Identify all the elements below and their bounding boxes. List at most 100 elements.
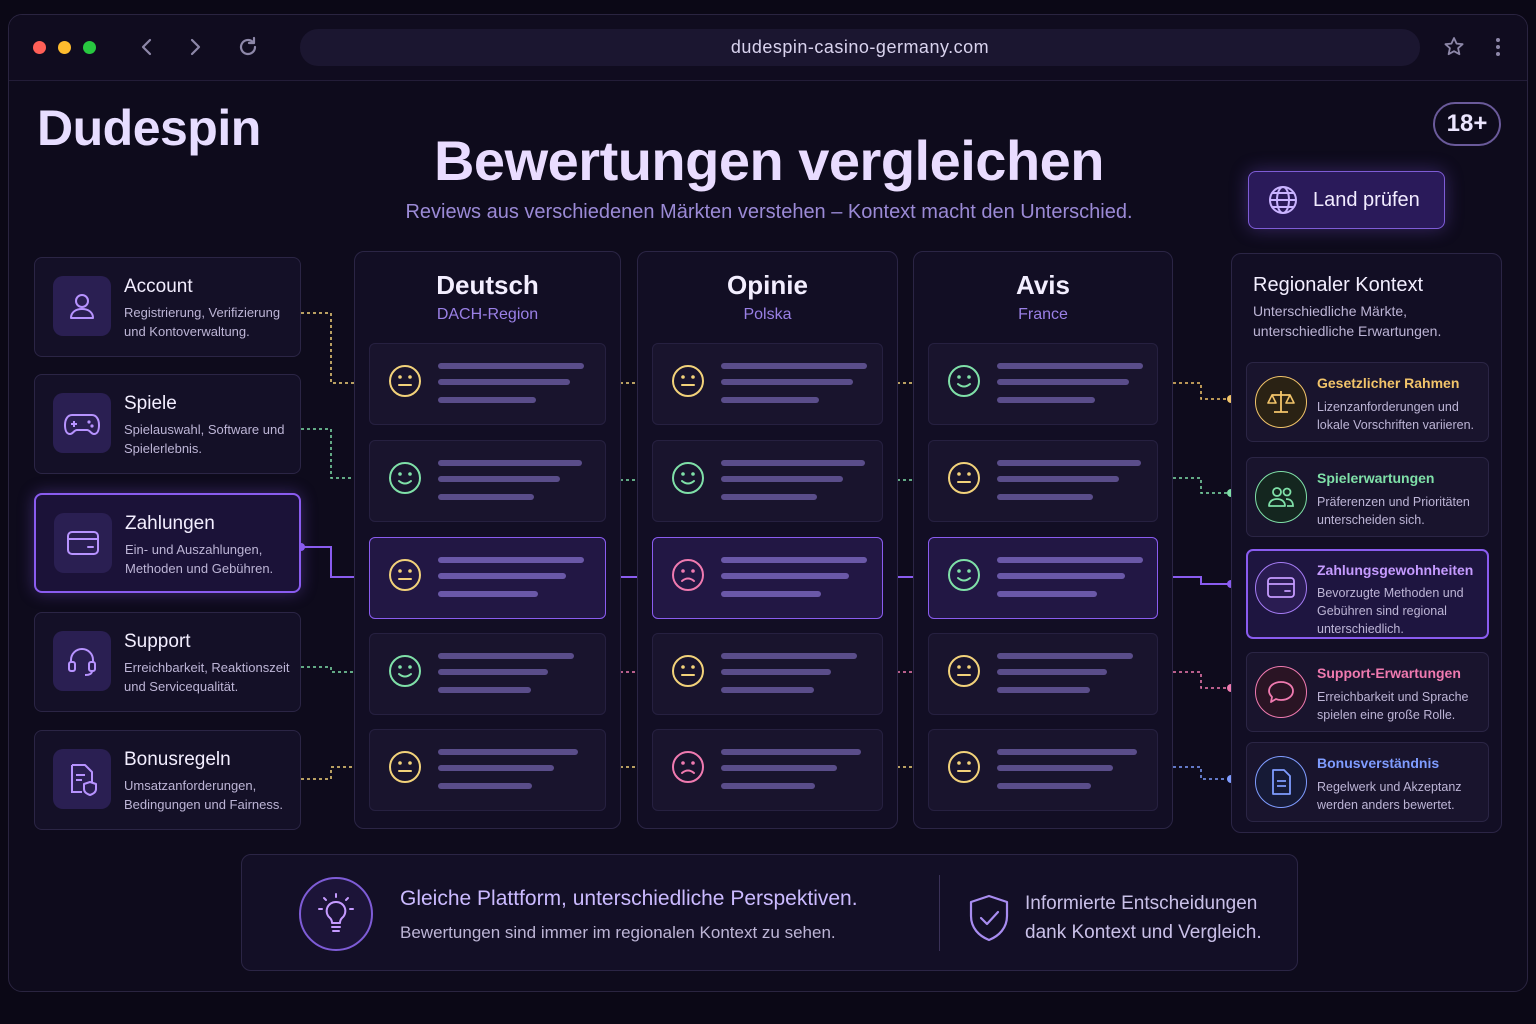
context-item-title: Spielerwartungen xyxy=(1317,470,1435,486)
context-title: Regionaler Kontext xyxy=(1253,274,1424,296)
review-row-neutral[interactable] xyxy=(652,343,883,425)
lightbulb-icon xyxy=(318,893,354,932)
minimize-window-dot[interactable] xyxy=(58,41,71,54)
credit-card-icon xyxy=(67,531,99,555)
text-placeholder-bar xyxy=(997,363,1143,369)
text-placeholder-bar xyxy=(438,363,584,369)
browser-window: dudespin-casino-germany.com Dudespin 18+… xyxy=(8,14,1528,992)
review-row-neutral[interactable] xyxy=(928,633,1158,715)
review-row-negative[interactable] xyxy=(652,729,883,811)
text-placeholder-bar xyxy=(997,573,1125,579)
scales-icon xyxy=(1267,391,1295,413)
credit-card-icon xyxy=(1267,577,1295,598)
category-zahlungen[interactable]: Zahlungen Ein- und Auszahlungen, Methode… xyxy=(34,493,301,593)
review-row-neutral[interactable] xyxy=(928,440,1158,522)
text-placeholder-bar xyxy=(438,783,532,789)
market-region: France xyxy=(1018,306,1068,323)
document-shield-icon xyxy=(71,764,97,796)
context-item-title: Gesetzlicher Rahmen xyxy=(1317,375,1460,391)
context-item-desc: Erreichbarkeit und Sprache spielen eine … xyxy=(1317,690,1469,722)
text-placeholder-bar xyxy=(997,591,1097,597)
context-desc: Unterschiedliche Märkte, unterschiedlich… xyxy=(1253,303,1442,339)
category-desc: Registrierung, Verifizierung und Kontove… xyxy=(124,305,281,339)
review-row-neutral[interactable] xyxy=(652,633,883,715)
land-pruefen-button[interactable]: Land prüfen xyxy=(1248,171,1445,229)
text-placeholder-bar xyxy=(721,573,849,579)
text-placeholder-bar xyxy=(997,397,1095,403)
text-placeholder-bar xyxy=(721,379,853,385)
text-placeholder-bar xyxy=(997,749,1137,755)
review-row-neutral[interactable] xyxy=(369,537,606,619)
category-icon-box xyxy=(53,749,111,809)
text-placeholder-bar xyxy=(721,783,815,789)
review-row-positive[interactable] xyxy=(369,633,606,715)
more-menu-icon[interactable] xyxy=(1484,33,1512,61)
positive-face-icon xyxy=(389,462,421,494)
market-name: Avis xyxy=(1016,270,1070,300)
text-placeholder-bar xyxy=(721,749,861,755)
reload-icon[interactable] xyxy=(234,33,262,61)
footer-divider xyxy=(939,875,940,951)
address-bar[interactable]: dudespin-casino-germany.com xyxy=(300,29,1420,66)
neutral-face-icon xyxy=(948,751,980,783)
context-item-desc: Lizenzanforderungen und lokale Vorschrif… xyxy=(1317,400,1475,432)
context-item-desc: Bevorzugte Methoden und Gebühren sind re… xyxy=(1317,586,1464,636)
category-title: Bonusregeln xyxy=(124,749,231,770)
maximize-window-dot[interactable] xyxy=(83,41,96,54)
market-column-opinie: Opinie Polska xyxy=(637,251,898,829)
bookmark-star-icon[interactable] xyxy=(1440,33,1468,61)
text-placeholder-bar xyxy=(438,591,538,597)
context-icon-ring xyxy=(1255,562,1307,614)
text-placeholder-bar xyxy=(438,476,560,482)
text-placeholder-bar xyxy=(721,557,867,563)
market-name: Deutsch xyxy=(436,270,539,300)
neutral-face-icon xyxy=(389,751,421,783)
context-item-zahlungsgewohnheiten[interactable]: Zahlungsgewohnheiten Bevorzugte Methoden… xyxy=(1246,549,1489,639)
context-item-support-erwartungen[interactable]: Support-Erwartungen Erreichbarkeit und S… xyxy=(1246,652,1489,732)
forward-arrow-icon[interactable] xyxy=(181,33,209,61)
category-spiele[interactable]: Spiele Spielauswahl, Software und Spiele… xyxy=(34,374,301,474)
negative-face-icon xyxy=(672,751,704,783)
footer-banner: Gleiche Plattform, unterschiedliche Pers… xyxy=(241,854,1298,971)
category-desc: Umsatzanforderungen, Bedingungen und Fai… xyxy=(124,778,284,812)
land-pruefen-label: Land prüfen xyxy=(1313,188,1420,211)
neutral-face-icon xyxy=(948,655,980,687)
text-placeholder-bar xyxy=(438,557,584,563)
text-placeholder-bar xyxy=(721,687,814,693)
category-title: Zahlungen xyxy=(125,513,215,534)
text-placeholder-bar xyxy=(438,460,582,466)
review-row-positive[interactable] xyxy=(928,343,1158,425)
context-item-spielerwartungen[interactable]: Spielerwartungen Präferenzen und Priorit… xyxy=(1246,457,1489,537)
text-placeholder-bar xyxy=(721,765,837,771)
review-row-neutral[interactable] xyxy=(369,343,606,425)
category-icon-box xyxy=(54,513,112,573)
category-bonusregeln[interactable]: Bonusregeln Umsatzanforderungen, Bedingu… xyxy=(34,730,301,830)
category-title: Account xyxy=(124,276,193,297)
context-item-bonusverstaendnis[interactable]: Bonusverständnis Regelwerk und Akzeptanz… xyxy=(1246,742,1489,822)
review-row-positive[interactable] xyxy=(652,440,883,522)
review-row-positive[interactable] xyxy=(369,440,606,522)
close-window-dot[interactable] xyxy=(33,41,46,54)
market-name: Opinie xyxy=(727,270,808,300)
shield-check-icon xyxy=(969,894,1009,942)
review-row-negative[interactable] xyxy=(652,537,883,619)
review-row-neutral[interactable] xyxy=(928,729,1158,811)
context-item-gesetzlicher-rahmen[interactable]: Gesetzlicher Rahmen Lizenzanforderungen … xyxy=(1246,362,1489,442)
positive-face-icon xyxy=(948,365,980,397)
negative-face-icon xyxy=(672,559,704,591)
text-placeholder-bar xyxy=(438,379,570,385)
page-subtitle: Reviews aus verschiedenen Märkten verste… xyxy=(405,201,1133,223)
text-placeholder-bar xyxy=(997,476,1119,482)
back-arrow-icon[interactable] xyxy=(133,33,161,61)
review-row-neutral[interactable] xyxy=(369,729,606,811)
text-placeholder-bar xyxy=(438,669,548,675)
brand-logo[interactable]: Dudespin xyxy=(37,100,261,156)
text-placeholder-bar xyxy=(721,669,831,675)
footer-right-text: Informierte Entscheidungen dank Kontext … xyxy=(1025,889,1285,947)
category-account[interactable]: Account Registrierung, Verifizierung und… xyxy=(34,257,301,357)
text-placeholder-bar xyxy=(721,591,821,597)
review-row-positive[interactable] xyxy=(928,537,1158,619)
market-column-deutsch: Deutsch DACH-Region xyxy=(354,251,621,829)
context-icon-ring xyxy=(1255,756,1307,808)
category-support[interactable]: Support Erreichbarkeit, Reaktionszeit un… xyxy=(34,612,301,712)
